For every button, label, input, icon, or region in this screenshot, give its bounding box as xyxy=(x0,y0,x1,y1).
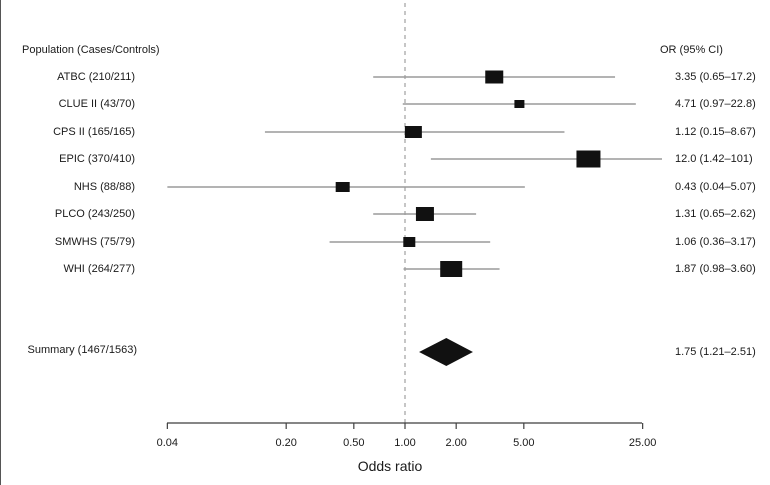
left-column-header: Population (Cases/Controls) xyxy=(22,44,160,56)
x-tick-label: 0.20 xyxy=(275,437,297,449)
figure-left-border xyxy=(0,0,1,485)
or-box xyxy=(415,207,434,221)
study-label: CPS II (165/165) xyxy=(53,126,135,138)
study-or-value: 3.35 (0.65–17.2) xyxy=(675,71,756,83)
summary-or-value: 1.75 (1.21–2.51) xyxy=(675,346,756,358)
study-label: ATBC (210/211) xyxy=(57,71,135,83)
study-label: CLUE II (43/70) xyxy=(58,98,135,110)
or-box xyxy=(440,261,463,277)
or-box xyxy=(576,150,601,168)
summary-diamond xyxy=(419,338,473,366)
or-box xyxy=(404,126,422,138)
or-box xyxy=(403,237,416,247)
study-or-value: 12.0 (1.42–101) xyxy=(675,153,753,165)
x-tick-label: 2.00 xyxy=(445,437,467,449)
or-box xyxy=(514,100,525,108)
study-or-value: 0.43 (0.04–5.07) xyxy=(675,181,756,193)
x-tick-label: 1.00 xyxy=(394,437,416,449)
x-tick-label: 5.00 xyxy=(513,437,535,449)
x-tick-label: 0.04 xyxy=(156,437,179,449)
study-label: WHI (264/277) xyxy=(63,263,135,275)
study-or-value: 1.31 (0.65–2.62) xyxy=(675,208,756,220)
or-box xyxy=(485,70,504,84)
summary-label: Summary (1467/1563) xyxy=(27,344,137,356)
x-tick-label: 25.00 xyxy=(628,437,657,449)
study-label: SMWHS (75/79) xyxy=(54,236,135,248)
study-or-value: 1.12 (0.15–8.67) xyxy=(675,126,756,138)
study-label: PLCO (243/250) xyxy=(54,208,135,220)
x-tick-label: 0.50 xyxy=(343,437,365,449)
study-or-value: 1.87 (0.98–3.60) xyxy=(675,263,756,275)
right-column-header: OR (95% CI) xyxy=(660,44,723,56)
study-label: NHS (88/88) xyxy=(73,181,135,193)
study-label: EPIC (370/410) xyxy=(59,153,135,165)
or-box xyxy=(335,182,350,192)
x-axis-title: Odds ratio xyxy=(357,458,423,474)
study-or-value: 1.06 (0.36–3.17) xyxy=(675,236,756,248)
study-or-value: 4.71 (0.97–22.8) xyxy=(675,98,756,110)
